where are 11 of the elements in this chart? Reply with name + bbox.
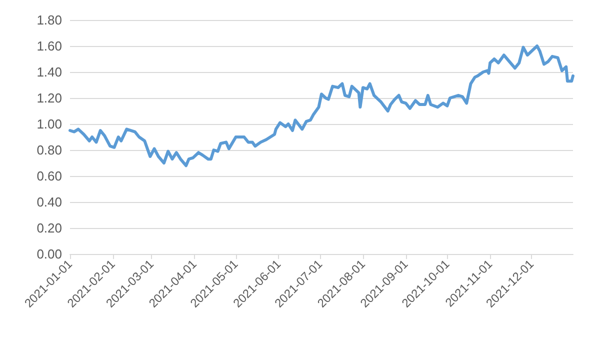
y-tick-label: 0.80 [36,142,62,158]
y-tick-label: 1.20 [36,90,62,106]
y-tick-label: 1.40 [36,64,62,80]
y-tick-label: 0.20 [36,220,62,236]
y-tick-label: 0.40 [36,194,62,210]
y-tick-label: 1.60 [36,38,62,54]
y-tick-label: 1.80 [36,12,62,28]
line-series [68,44,574,168]
y-tick-label: 0.60 [36,168,62,184]
y-tick-label: 0.00 [36,246,62,262]
y-tick-label: 1.00 [36,116,62,132]
